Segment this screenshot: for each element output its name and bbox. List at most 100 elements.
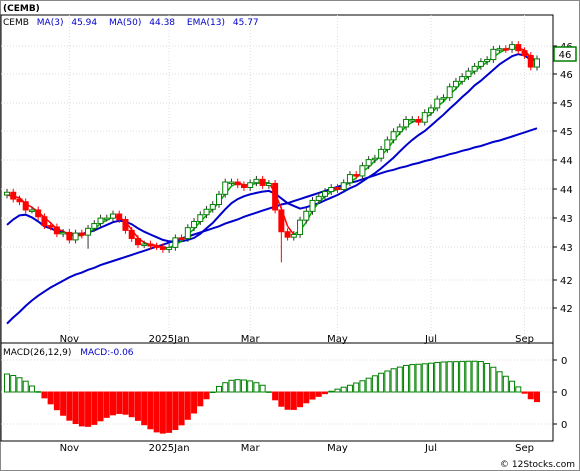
candle bbox=[490, 45, 497, 63]
candle bbox=[203, 205, 210, 219]
macd-bar bbox=[259, 384, 266, 393]
watermark: © 12Stocks.com bbox=[500, 460, 575, 470]
macd-bar bbox=[471, 360, 478, 393]
macd-bar bbox=[234, 379, 241, 393]
candle-body bbox=[353, 174, 360, 177]
candle-body bbox=[222, 181, 229, 195]
macd-bar bbox=[22, 380, 29, 393]
candle bbox=[216, 190, 222, 208]
candle-body bbox=[452, 80, 459, 88]
macd-y-axis: 0 0 0 bbox=[553, 356, 567, 431]
candle bbox=[97, 214, 104, 227]
candle bbox=[47, 222, 54, 231]
candle-body bbox=[53, 226, 60, 235]
macd-bar bbox=[209, 391, 216, 393]
candle bbox=[265, 180, 272, 189]
macd-bar bbox=[28, 385, 35, 393]
candle bbox=[421, 109, 428, 126]
candle bbox=[110, 210, 116, 222]
x-tick-label: Nov bbox=[60, 334, 80, 345]
candle bbox=[35, 206, 42, 221]
macd-bar bbox=[459, 360, 466, 393]
macd-bar bbox=[509, 380, 516, 393]
candle bbox=[128, 226, 135, 242]
price-tick-label: 42 bbox=[560, 276, 573, 287]
macd-bar bbox=[346, 384, 353, 393]
candle bbox=[184, 224, 191, 242]
x-axis-labels-price: Nov 2025Jan Mar May Jul Sep bbox=[60, 334, 534, 345]
candle bbox=[527, 52, 534, 71]
candle bbox=[446, 83, 453, 102]
candle bbox=[353, 171, 360, 180]
candle bbox=[166, 243, 173, 253]
candle-body bbox=[191, 221, 198, 229]
macd-bar bbox=[371, 375, 378, 393]
x-tick-label: Mar bbox=[241, 334, 261, 345]
x-tick-label-bottom: 2025Jan bbox=[149, 443, 190, 454]
candle bbox=[396, 123, 403, 136]
candle bbox=[10, 188, 17, 203]
candle-body bbox=[259, 178, 266, 186]
candle-body bbox=[496, 48, 503, 51]
macd-bar bbox=[428, 362, 434, 393]
candle-body bbox=[16, 198, 23, 203]
candle bbox=[477, 58, 484, 70]
candle-body bbox=[122, 218, 129, 231]
current-price-label: 46 bbox=[559, 50, 572, 61]
macd-bar bbox=[284, 391, 291, 410]
candle bbox=[378, 145, 385, 162]
candle bbox=[322, 188, 328, 200]
macd-bar bbox=[415, 363, 422, 393]
candle-body bbox=[465, 70, 472, 78]
legend-ema13-value: 45.77 bbox=[233, 18, 259, 28]
price-grid bbox=[1, 15, 553, 441]
candle-body bbox=[278, 209, 285, 233]
candle bbox=[159, 243, 166, 253]
ma3-segment bbox=[455, 80, 463, 90]
candle-body bbox=[116, 213, 123, 220]
macd-bar bbox=[315, 391, 322, 397]
candle bbox=[297, 216, 304, 238]
candle-body bbox=[47, 225, 54, 228]
macd-bar bbox=[53, 391, 60, 411]
x-tick-label: Jul bbox=[424, 334, 437, 345]
macd-bar bbox=[122, 391, 129, 415]
macd-bar bbox=[153, 391, 160, 433]
candle-body bbox=[471, 65, 478, 72]
ma50-line bbox=[6, 127, 538, 325]
candle bbox=[278, 206, 285, 263]
macd-bar bbox=[403, 364, 410, 393]
macd-bar bbox=[490, 366, 497, 393]
macd-bar bbox=[290, 391, 297, 410]
macd-bar bbox=[247, 380, 254, 393]
candle-body bbox=[228, 181, 235, 185]
candle-body bbox=[78, 232, 85, 236]
candle-body bbox=[184, 227, 191, 240]
macd-bar bbox=[178, 391, 185, 426]
candle-body bbox=[290, 233, 297, 238]
candle-body bbox=[141, 243, 148, 246]
ma3-segment bbox=[286, 225, 295, 235]
macd-bar bbox=[534, 391, 540, 403]
macd-bar bbox=[110, 391, 116, 416]
candle-body bbox=[4, 191, 10, 196]
ema13-line bbox=[6, 53, 538, 243]
candle-body bbox=[284, 231, 291, 238]
x-tick-label-bottom: May bbox=[327, 443, 348, 454]
candle-body bbox=[72, 232, 79, 241]
candle-body bbox=[265, 182, 272, 186]
candle-body bbox=[490, 48, 497, 61]
candle bbox=[428, 104, 434, 117]
macd-bar bbox=[278, 391, 285, 407]
macd-bar bbox=[216, 385, 222, 393]
macd-bar bbox=[240, 379, 247, 393]
candle-body bbox=[509, 44, 516, 50]
candle bbox=[259, 175, 266, 189]
x-tick-label-bottom: Jul bbox=[424, 443, 437, 454]
candle bbox=[153, 242, 160, 251]
candle-body bbox=[477, 61, 484, 67]
candle-body bbox=[303, 210, 310, 221]
candle bbox=[471, 62, 478, 75]
candle-body bbox=[521, 50, 528, 56]
candle bbox=[172, 234, 179, 251]
